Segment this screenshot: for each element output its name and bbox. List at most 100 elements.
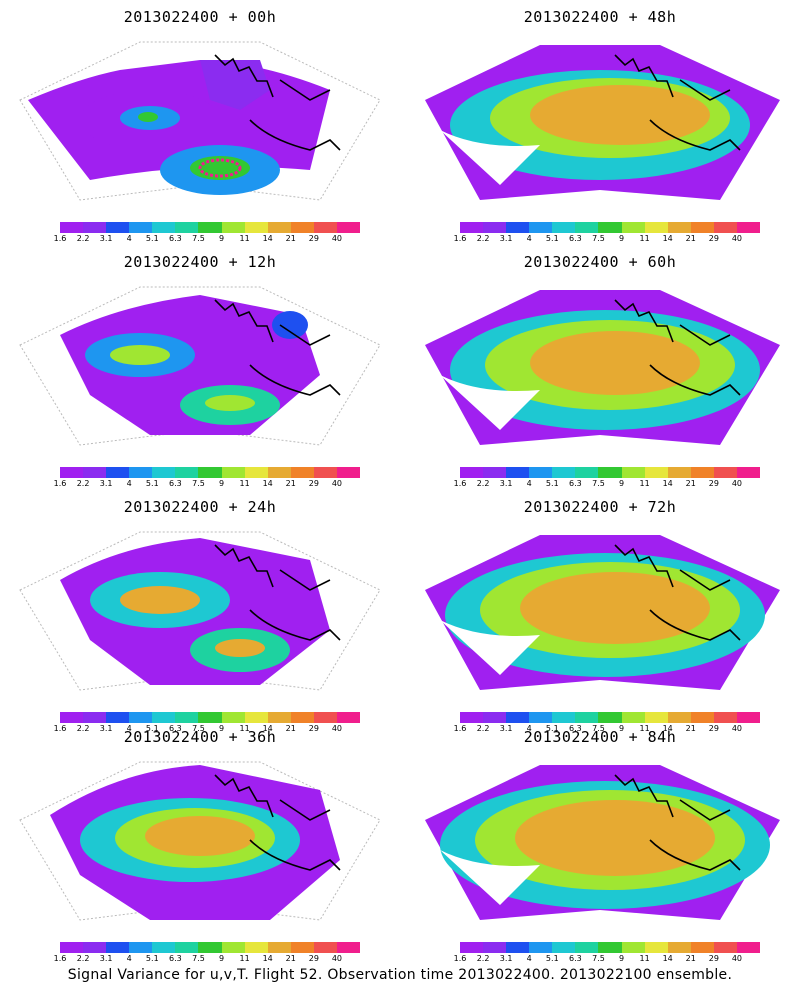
colorbar-label: 5.1 (545, 724, 559, 733)
colorbar-label: 2.2 (476, 479, 490, 488)
colorbar-swatch (575, 712, 599, 723)
colorbar-label: 6.3 (169, 724, 182, 733)
colorbar-swatch (267, 467, 291, 478)
colorbar-swatch (736, 712, 761, 723)
colorbar-swatch (313, 712, 337, 723)
colorbar-swatch (175, 222, 199, 233)
colorbar-swatch (713, 222, 737, 233)
map-panel-72h: 2013022400 + 72h 1.6 2.2 3.1 4 5.1 6.3 7.5 9 11 1… (400, 490, 800, 735)
colorbar-label: 11 (639, 954, 650, 963)
colorbar-labels: 1.6 2.2 3.1 4 5.1 6.3 7.5 9 11 14 21 29 40 (54, 724, 360, 734)
colorbar-label: 21 (285, 479, 296, 488)
variance-map (19, 531, 381, 691)
colorbar-swatch (460, 222, 484, 233)
colorbar-swatch (667, 222, 691, 233)
colorbar-label: 4 (126, 479, 132, 488)
colorbar-swatch (713, 467, 737, 478)
colorbar-swatch (713, 712, 737, 723)
colorbar-swatch (152, 712, 176, 723)
colorbar-label: 14 (262, 234, 273, 243)
colorbar-label: 6.3 (569, 479, 582, 488)
colorbar-label: 7.5 (192, 234, 205, 243)
colorbar-swatch (506, 942, 530, 953)
colorbar-label: 1.6 (53, 954, 67, 963)
map-panel-12h: 2013022400 + 12h 1.6 2.2 3.1 4 5.1 6.3 7.5 9 11 1… (0, 245, 400, 490)
panel-title: 2013022400 + 72h (523, 498, 677, 516)
colorbar-swatch (129, 222, 153, 233)
colorbar (460, 467, 761, 478)
colorbar-label: 7.5 (592, 234, 605, 243)
colorbar-swatch (129, 942, 153, 953)
colorbar-swatch (60, 712, 84, 723)
colorbar-label: 29 (708, 234, 719, 243)
colorbar-label: 40 (331, 479, 343, 488)
colorbar-swatch (290, 942, 314, 953)
colorbar-swatch (644, 222, 668, 233)
colorbar-label: 40 (331, 234, 343, 243)
colorbar-label: 1.6 (453, 724, 467, 733)
variance-map (19, 41, 381, 201)
colorbar (60, 222, 361, 233)
colorbar-label: 21 (685, 724, 696, 733)
colorbar-swatch (736, 467, 761, 478)
colorbar-label: 21 (285, 954, 296, 963)
colorbar-label: 1.6 (53, 234, 67, 243)
colorbar-label: 3.1 (99, 954, 113, 963)
colorbar-swatch (83, 942, 107, 953)
colorbar-swatch (690, 222, 714, 233)
colorbar-label: 1.6 (53, 479, 67, 488)
colorbar-label: 29 (708, 724, 719, 733)
colorbar-swatch (529, 222, 553, 233)
variance-map (425, 290, 780, 445)
colorbar-label: 1.6 (53, 724, 67, 733)
colorbar-swatch (106, 712, 130, 723)
colorbar-label: 11 (239, 234, 250, 243)
colorbar-swatch (460, 942, 484, 953)
colorbar-label: 9 (618, 724, 625, 733)
colorbar-swatch (221, 942, 245, 953)
panel-title: 2013022400 + 36h (123, 728, 277, 746)
colorbar-labels: 1.6 2.2 3.1 4 5.1 6.3 7.5 9 11 14 21 29 40 (54, 234, 360, 244)
colorbar-label: 7.5 (192, 724, 205, 733)
colorbar-swatch (460, 467, 484, 478)
colorbar-label: 14 (662, 234, 673, 243)
figure-caption: Signal Variance for u,v,T. Flight 52. Ob… (67, 967, 733, 983)
colorbar-label: 29 (708, 954, 719, 963)
colorbar-swatch (621, 467, 645, 478)
colorbar-swatch (483, 712, 507, 723)
colorbar-swatch (483, 942, 507, 953)
colorbar-swatch (575, 222, 599, 233)
colorbar-label: 11 (639, 234, 650, 243)
colorbar-swatch (667, 712, 691, 723)
colorbar-swatch (267, 942, 291, 953)
variance-map (19, 761, 381, 921)
colorbar-label: 14 (262, 954, 273, 963)
colorbar-swatch (313, 942, 337, 953)
colorbar-swatch (575, 467, 599, 478)
colorbar-label: 9 (218, 234, 225, 243)
colorbar (60, 467, 361, 478)
colorbar-label: 9 (618, 479, 625, 488)
panel-title: 2013022400 + 48h (523, 8, 677, 26)
colorbar-swatch (106, 467, 130, 478)
colorbar-swatch (290, 222, 314, 233)
map-panel-24h: 2013022400 + 24h 1.6 2.2 3.1 4 5.1 6.3 7.5 9 11 1… (0, 490, 400, 735)
colorbar-label: 5.1 (545, 479, 559, 488)
colorbar-swatch (667, 942, 691, 953)
colorbar-swatch (690, 942, 714, 953)
colorbar-swatch (221, 712, 245, 723)
colorbar-label: 14 (662, 954, 673, 963)
colorbar-swatch (713, 942, 737, 953)
colorbar-swatch (483, 467, 507, 478)
colorbar-swatch (483, 222, 507, 233)
colorbar-swatch (621, 942, 645, 953)
colorbar (60, 712, 361, 723)
map-panel-00h: 2013022400 + 00h 1.6 2.2 3.1 4 5.1 6.3 7.5 9 11 1… (0, 0, 400, 245)
colorbar-swatch (644, 712, 668, 723)
colorbar-swatch (506, 712, 530, 723)
colorbar-swatch (690, 467, 714, 478)
colorbar-label: 14 (262, 724, 273, 733)
colorbar-swatch (198, 942, 222, 953)
colorbar-swatch (460, 712, 484, 723)
colorbar-label: 2.2 (76, 234, 90, 243)
